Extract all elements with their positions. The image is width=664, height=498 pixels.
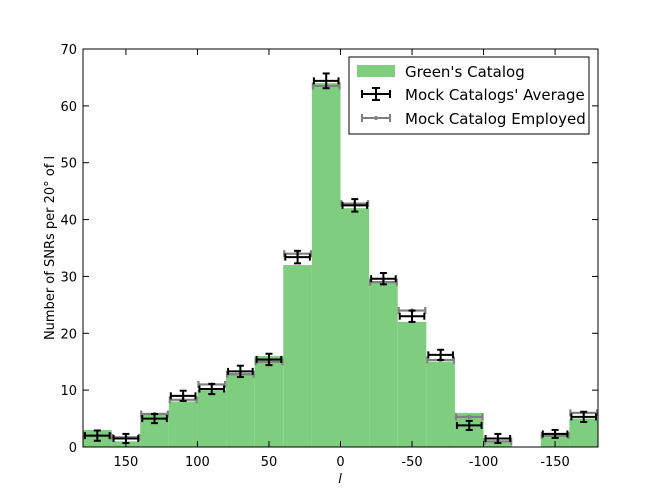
legend-mock-average-label: Mock Catalogs' Average [405, 86, 585, 104]
y-axis-label: Number of SNRs per 20° of l [43, 156, 58, 340]
histogram-bar [226, 373, 255, 447]
histogram-bar [369, 282, 398, 447]
legend-mock-average-marker [361, 87, 391, 101]
y-tick-label: 20 [60, 327, 77, 342]
mock-average-errorbar [541, 428, 569, 439]
histogram-bar [254, 356, 284, 447]
histogram-bar [168, 401, 198, 447]
legend-green-label: Green's Catalog [405, 63, 525, 81]
x-tick-label: 50 [261, 455, 278, 470]
y-tick-label: 60 [60, 100, 77, 115]
x-tick-label: -50 [401, 455, 422, 470]
legend-green-swatch [357, 65, 395, 77]
histogram-bar [426, 361, 455, 447]
histogram-bar [197, 390, 227, 447]
mock-average-errorbar [198, 382, 226, 396]
x-tick-label: 100 [185, 455, 210, 470]
histogram-bar [311, 83, 341, 447]
mock-employed-marker [454, 413, 484, 421]
y-tick-label: 0 [69, 441, 77, 456]
histogram-bar [397, 321, 427, 447]
x-tick-label: -150 [540, 455, 570, 470]
y-tick-label: 50 [60, 157, 77, 172]
mock-average-errorbar [169, 389, 197, 402]
y-tick-label: 70 [60, 43, 77, 58]
y-tick-label: 40 [60, 214, 77, 229]
mock-average-layer [84, 72, 597, 445]
mock-average-errorbar [427, 348, 454, 362]
mock-average-errorbar [455, 419, 483, 431]
mock-average-errorbar [370, 272, 397, 286]
x-tick-label: -100 [469, 455, 499, 470]
legend: Green's Catalog Mock Catalogs' Average M… [348, 56, 590, 135]
mock-average-errorbar [227, 364, 254, 379]
mock-average-errorbar [570, 410, 597, 423]
mock-average-errorbar [141, 413, 168, 425]
mock-average-errorbar [255, 352, 283, 367]
x-tick-label: 0 [336, 455, 344, 470]
histogram-bar [283, 265, 312, 447]
mock-average-errorbar [312, 72, 340, 90]
mock-average-errorbar [341, 198, 369, 213]
legend-mock-employed-marker [361, 114, 391, 122]
x-tick-label: 150 [114, 455, 139, 470]
legend-mock-employed-label: Mock Catalog Employed [405, 110, 586, 128]
mock-average-errorbar [84, 429, 111, 442]
histogram-bar [569, 418, 598, 447]
mock-average-errorbar [398, 309, 426, 323]
y-tick-label: 10 [60, 384, 77, 399]
mock-average-errorbar [484, 432, 512, 445]
ticks-layer: 150 100 50 0 -50 -100 -150 0 10 20 30 40 50 60 70 [60, 43, 598, 470]
histogram-bar [483, 441, 513, 447]
x-axis-label: l [338, 472, 342, 487]
y-tick-label: 30 [60, 270, 77, 285]
mock-average-errorbar [112, 432, 140, 445]
bars-layer [83, 83, 598, 447]
histogram-bar [340, 208, 370, 447]
mock-average-errorbar [284, 249, 311, 265]
